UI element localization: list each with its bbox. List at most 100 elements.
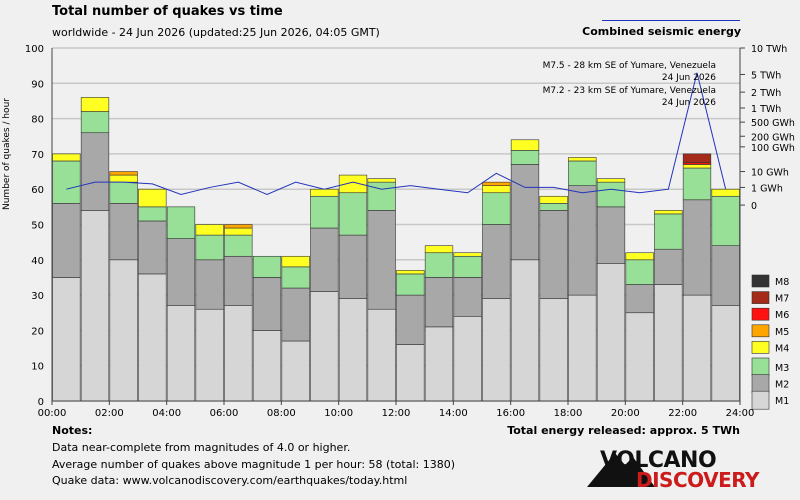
x-tick-label: 06:00 (210, 408, 239, 419)
bar-segment-m1 (482, 298, 511, 402)
legend-label-m3: M3 (775, 363, 789, 374)
legend-swatch-m7 (751, 291, 770, 304)
bar-segment-m4 (224, 227, 253, 236)
bar-segment-m4 (510, 139, 540, 151)
bar-segment-m2 (424, 277, 454, 328)
bar-segment-m4 (482, 185, 511, 194)
y-tick-label: 0 (38, 397, 44, 408)
volcano-logo-icon (587, 453, 655, 487)
bar-segment-m1 (568, 294, 597, 402)
bar-segment-m4 (396, 270, 425, 275)
bar-segment-m4 (682, 164, 712, 169)
x-tick-label: 04:00 (152, 408, 181, 419)
bar-segment-m3 (539, 203, 568, 211)
bar-segment-m1 (682, 294, 712, 402)
energy-axis-label: 5 TWh (751, 70, 781, 81)
legend-swatch-m8 (751, 274, 770, 288)
bar-segment-m2 (109, 203, 138, 261)
bar-segment-m4 (654, 210, 683, 215)
legend-label-m2: M2 (775, 380, 789, 391)
bar-segment-m3 (453, 255, 482, 278)
bar-segment-m3 (596, 181, 626, 208)
x-tick-label: 02:00 (95, 408, 124, 419)
bar-segment-m4 (138, 188, 167, 208)
logo-text-volcano: VOLCANO (600, 448, 717, 473)
bar-segment-m1 (539, 298, 568, 402)
legend-label-m6: M6 (775, 310, 789, 321)
y-tick-label: 20 (31, 326, 44, 337)
y-tick-label: 70 (31, 150, 44, 161)
y-tick-label: 60 (31, 185, 44, 196)
energy-axis-label: 500 GWh (751, 118, 795, 129)
bar-segment-m4 (539, 195, 568, 204)
y-tick-label: 90 (31, 79, 44, 90)
x-tick-label: 10:00 (324, 408, 353, 419)
bar-segment-m3 (682, 167, 712, 201)
chart-subtitle: worldwide - 24 Jun 2026 (updated:25 Jun … (52, 26, 380, 39)
bar-segment-m3 (281, 266, 310, 289)
bar-segment-m3 (252, 255, 282, 278)
bar-segment-m2 (252, 277, 282, 331)
legend-label-m1: M1 (775, 396, 789, 407)
bar-segment-m2 (482, 224, 511, 299)
bar-segment-m1 (453, 315, 482, 402)
legend-swatch-m1 (751, 390, 770, 410)
bar-segment-m3 (310, 195, 339, 229)
bar-segment-m4 (625, 252, 654, 261)
bar-segment-m2 (310, 227, 339, 292)
bar-segment-m1 (367, 308, 396, 402)
chart-title: Total number of quakes vs time (52, 4, 283, 19)
quakes-chart: 0 10 20 30 40 50 60 70 80 90 100 00:00 02:00 04:00 06:… (25, 44, 795, 419)
total-energy-label: Total energy released: approx. 5 TWh (507, 424, 740, 437)
logo-text-discovery: DISCOVERY (636, 468, 760, 492)
y-tick-label: 30 (31, 291, 44, 302)
legend-swatch-m6 (751, 307, 770, 321)
bar-segment-m3 (510, 150, 540, 165)
bar-segment-m1 (252, 330, 282, 402)
bar-segment-m2 (338, 234, 368, 299)
bar-segment-m4 (367, 178, 396, 183)
bar-segment-m1 (424, 326, 454, 402)
legend-label-m8: M8 (775, 277, 789, 288)
bar-segment-m4 (424, 245, 454, 254)
bar-segment-m1 (52, 277, 81, 402)
energy-axis-label: 200 GWh (751, 132, 795, 143)
energy-legend-line (602, 20, 740, 21)
bar-segment-m7 (682, 153, 712, 164)
legend-label-m7: M7 (775, 294, 789, 305)
bar-segment-m3 (338, 192, 368, 236)
bar-segment-m2 (195, 259, 224, 310)
energy-axis-label: 0 (751, 201, 757, 212)
bar-segment-m4 (109, 174, 138, 183)
bar-segment-m1 (195, 308, 224, 402)
bar-segment-m2 (396, 294, 425, 345)
bar-segment-m3 (711, 195, 740, 246)
bar-segment-m3 (568, 160, 597, 186)
x-tick-label: 18:00 (554, 408, 583, 419)
x-tick-label: 24:00 (726, 408, 755, 419)
bar-segment-m3 (109, 181, 138, 204)
y-tick-label: 50 (31, 221, 44, 232)
x-tick-label: 20:00 (611, 408, 640, 419)
legend-swatch-m5 (751, 324, 770, 338)
bar-segment-m1 (310, 291, 339, 402)
bar-segment-m3 (80, 111, 110, 134)
bar-segment-m2 (625, 284, 654, 314)
bar-segment-m3 (396, 273, 425, 296)
bar-segment-m3 (138, 206, 167, 222)
bar-segment-m2 (711, 245, 740, 306)
energy-axis-label: 1 GWh (751, 183, 783, 194)
bar-segment-m3 (424, 252, 454, 278)
x-tick-label: 22:00 (668, 408, 697, 419)
energy-axis-label: 1 TWh (751, 104, 781, 115)
bar-segment-m1 (654, 284, 683, 402)
bar-segment-m2 (80, 132, 110, 211)
legend-label-m4: M4 (775, 343, 789, 354)
bar-segment-m3 (482, 192, 511, 225)
bar-segment-m2 (654, 248, 683, 285)
bar-segment-m2 (52, 203, 81, 278)
bar-segment-m3 (166, 206, 196, 239)
annotation-date: 24 Jun 2026 (662, 73, 716, 83)
y-tick-label: 100 (25, 44, 44, 55)
y-tick-label: 80 (31, 115, 44, 126)
